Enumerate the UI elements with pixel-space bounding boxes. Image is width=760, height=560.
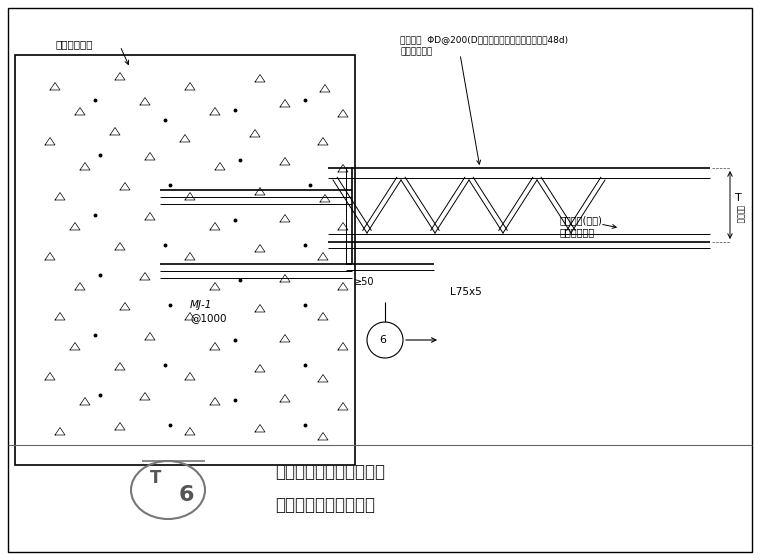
Text: ≥50: ≥50 <box>354 277 375 287</box>
Text: @1000: @1000 <box>190 313 226 323</box>
Text: L75x5: L75x5 <box>450 287 482 297</box>
Text: T: T <box>735 193 742 203</box>
Text: 楼承厚度: 楼承厚度 <box>735 205 744 223</box>
Text: 核心筒剪力墙: 核心筒剪力墙 <box>55 39 93 49</box>
Bar <box>15 55 355 465</box>
Text: 楼承板与剪力墙连接节点: 楼承板与剪力墙连接节点 <box>275 463 385 481</box>
Text: T: T <box>150 469 162 487</box>
Text: MJ-1: MJ-1 <box>190 300 212 310</box>
Text: 拉锁钉箋(如需): 拉锁钉箋(如需) <box>560 215 603 225</box>
Text: 钉箋桦架垂直于剪力墙: 钉箋桦架垂直于剪力墙 <box>275 496 375 514</box>
Text: 6: 6 <box>179 485 194 505</box>
Text: 详结构施工图: 详结构施工图 <box>560 227 595 237</box>
Text: 6: 6 <box>379 335 387 345</box>
Text: 详结构施工图: 详结构施工图 <box>400 48 432 57</box>
Text: 拉锁钉箋  ΦD@200(D用钉箋桦木上殿，外伸长度满48d): 拉锁钉箋 ΦD@200(D用钉箋桦木上殿，外伸长度满48d) <box>400 35 568 44</box>
